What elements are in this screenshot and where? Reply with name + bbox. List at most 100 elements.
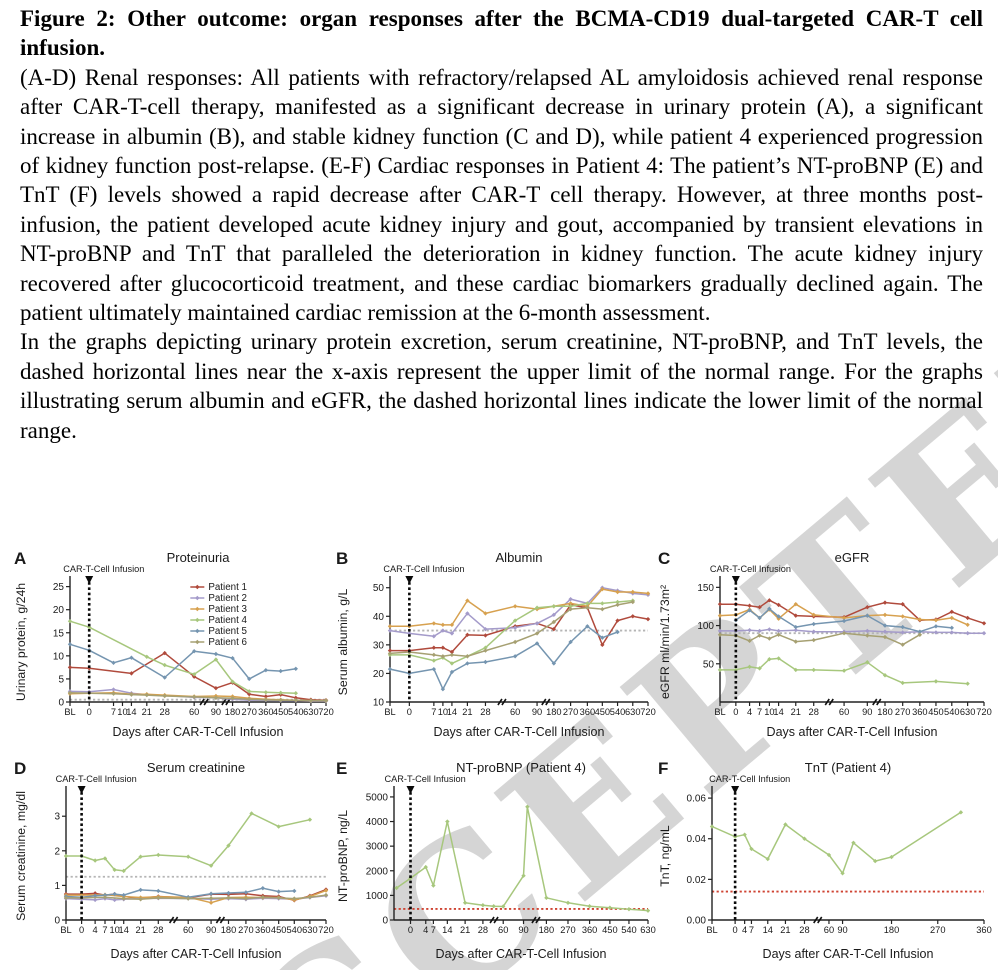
svg-text:BL: BL bbox=[384, 707, 395, 717]
svg-text:90: 90 bbox=[206, 925, 216, 935]
svg-text:eGFR: eGFR bbox=[835, 550, 870, 565]
svg-text:14: 14 bbox=[773, 707, 783, 717]
svg-text:10: 10 bbox=[764, 707, 774, 717]
svg-text:28: 28 bbox=[480, 707, 490, 717]
svg-text:CAR-T-Cell Infusion: CAR-T-Cell Infusion bbox=[56, 774, 137, 784]
chart-proteinuria: 0 5 10 15 20 25 BL 0 7 10 14 21 28 60 90 180 270 360 450 54… bbox=[12, 546, 336, 742]
svg-text:60: 60 bbox=[510, 707, 520, 717]
svg-text:0.02: 0.02 bbox=[687, 875, 707, 886]
svg-text:7: 7 bbox=[749, 925, 754, 935]
svg-text:25: 25 bbox=[53, 582, 65, 593]
svg-text:60: 60 bbox=[839, 707, 849, 717]
svg-text:Days after CAR-T-Cell Infusion: Days after CAR-T-Cell Infusion bbox=[111, 947, 282, 961]
svg-text:180: 180 bbox=[225, 707, 241, 717]
svg-text:14: 14 bbox=[126, 707, 136, 717]
svg-text:BL: BL bbox=[64, 707, 75, 717]
svg-text:28: 28 bbox=[799, 925, 809, 935]
chart-nt-probnp: 0 1000 2000 3000 4000 5000 0 4 7 14 21 28 60 90 180 270… bbox=[334, 756, 658, 964]
caption-paragraph-1: (A-D) Renal responses: All patients with… bbox=[20, 64, 983, 326]
svg-text:180: 180 bbox=[884, 925, 900, 935]
svg-text:540: 540 bbox=[944, 707, 960, 717]
svg-text:720: 720 bbox=[318, 925, 334, 935]
figure-title: Figure 2: Other outcome: organ responses… bbox=[20, 6, 983, 61]
svg-text:21: 21 bbox=[142, 707, 152, 717]
svg-text:Patient 4: Patient 4 bbox=[208, 615, 247, 626]
caption-paragraph-2: In the graphs depicting urinary protein … bbox=[20, 329, 983, 443]
svg-text:14: 14 bbox=[763, 925, 773, 935]
svg-text:720: 720 bbox=[976, 707, 992, 717]
svg-text:Patient 6: Patient 6 bbox=[208, 637, 247, 648]
svg-text:0: 0 bbox=[407, 707, 412, 717]
svg-text:450: 450 bbox=[928, 707, 944, 717]
svg-text:0: 0 bbox=[58, 698, 64, 709]
svg-text:Patient 3: Patient 3 bbox=[208, 604, 247, 615]
svg-text:100: 100 bbox=[697, 621, 714, 632]
svg-text:540: 540 bbox=[288, 707, 304, 717]
svg-text:630: 630 bbox=[302, 925, 318, 935]
svg-text:28: 28 bbox=[809, 707, 819, 717]
svg-text:0: 0 bbox=[408, 925, 413, 935]
svg-text:A: A bbox=[14, 549, 26, 568]
svg-text:50: 50 bbox=[703, 659, 715, 670]
svg-text:14: 14 bbox=[442, 925, 452, 935]
svg-text:CAR-T-Cell Infusion: CAR-T-Cell Infusion bbox=[63, 564, 144, 574]
svg-text:E: E bbox=[336, 759, 347, 778]
chart-serum-creatinine: 0 1 2 3 BL 0 4 7 10 14 21 28 60 90 180 270 360 450 540 630 7… bbox=[12, 756, 336, 964]
svg-text:450: 450 bbox=[602, 925, 618, 935]
svg-text:60: 60 bbox=[189, 707, 199, 717]
svg-text:60: 60 bbox=[824, 925, 834, 935]
svg-text:5: 5 bbox=[58, 674, 64, 685]
figure-caption: Figure 2: Other outcome: organ responses… bbox=[20, 4, 983, 445]
svg-text:7: 7 bbox=[102, 925, 107, 935]
svg-text:21: 21 bbox=[462, 707, 472, 717]
svg-text:BL: BL bbox=[714, 707, 725, 717]
svg-text:40: 40 bbox=[373, 612, 385, 623]
svg-text:D: D bbox=[14, 759, 26, 778]
svg-text:4000: 4000 bbox=[366, 817, 389, 828]
svg-text:90: 90 bbox=[518, 925, 528, 935]
svg-text:0: 0 bbox=[733, 707, 738, 717]
svg-text:360: 360 bbox=[580, 707, 596, 717]
svg-text:Urinary protein, g/24h: Urinary protein, g/24h bbox=[14, 583, 28, 701]
svg-text:0.06: 0.06 bbox=[687, 794, 707, 805]
svg-text:60: 60 bbox=[498, 925, 508, 935]
svg-text:90: 90 bbox=[211, 707, 221, 717]
chart-tnt: 0.00 0.02 0.04 0.06 BL 0 4 7 14 21 28 60 90 180 270 360… bbox=[656, 756, 994, 964]
svg-text:21: 21 bbox=[791, 707, 801, 717]
svg-text:720: 720 bbox=[318, 707, 334, 717]
svg-text:50: 50 bbox=[373, 583, 385, 594]
svg-text:90: 90 bbox=[532, 707, 542, 717]
svg-text:28: 28 bbox=[153, 925, 163, 935]
svg-text:450: 450 bbox=[595, 707, 611, 717]
svg-text:28: 28 bbox=[478, 925, 488, 935]
svg-text:150: 150 bbox=[697, 583, 714, 594]
svg-text:0.00: 0.00 bbox=[687, 916, 707, 927]
svg-text:270: 270 bbox=[241, 707, 257, 717]
svg-text:0.04: 0.04 bbox=[687, 834, 707, 845]
svg-text:F: F bbox=[658, 759, 668, 778]
svg-text:1000: 1000 bbox=[366, 891, 389, 902]
svg-text:0: 0 bbox=[87, 707, 92, 717]
svg-text:540: 540 bbox=[621, 925, 637, 935]
svg-text:7: 7 bbox=[431, 707, 436, 717]
svg-text:Patient 2: Patient 2 bbox=[208, 593, 247, 604]
svg-text:180: 180 bbox=[221, 925, 237, 935]
svg-text:10: 10 bbox=[53, 651, 65, 662]
svg-text:14: 14 bbox=[447, 707, 457, 717]
svg-text:180: 180 bbox=[877, 707, 893, 717]
svg-text:30: 30 bbox=[373, 640, 385, 651]
svg-text:21: 21 bbox=[780, 925, 790, 935]
svg-text:Albumin: Albumin bbox=[496, 550, 543, 565]
svg-text:0: 0 bbox=[382, 916, 388, 927]
svg-text:10: 10 bbox=[373, 698, 385, 709]
svg-text:270: 270 bbox=[560, 925, 576, 935]
svg-text:BL: BL bbox=[706, 925, 717, 935]
svg-text:90: 90 bbox=[837, 925, 847, 935]
svg-text:450: 450 bbox=[271, 925, 287, 935]
svg-text:720: 720 bbox=[640, 707, 656, 717]
svg-text:270: 270 bbox=[238, 925, 254, 935]
svg-text:CAR-T-Cell Infusion: CAR-T-Cell Infusion bbox=[710, 564, 791, 574]
svg-text:630: 630 bbox=[960, 707, 976, 717]
svg-text:14: 14 bbox=[119, 925, 129, 935]
svg-text:630: 630 bbox=[303, 707, 319, 717]
